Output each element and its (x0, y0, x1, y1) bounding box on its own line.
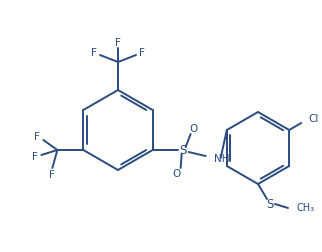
Text: S: S (266, 198, 274, 210)
Text: Cl: Cl (308, 114, 318, 124)
Text: F: F (49, 170, 55, 180)
Text: F: F (91, 48, 97, 58)
Text: O: O (173, 169, 181, 179)
Text: F: F (34, 132, 40, 142)
Text: NH: NH (213, 154, 229, 164)
Text: F: F (33, 152, 38, 162)
Text: O: O (190, 124, 198, 134)
Text: S: S (179, 143, 186, 156)
Text: F: F (139, 48, 145, 58)
Text: F: F (115, 38, 121, 48)
Text: CH₃: CH₃ (297, 203, 315, 213)
